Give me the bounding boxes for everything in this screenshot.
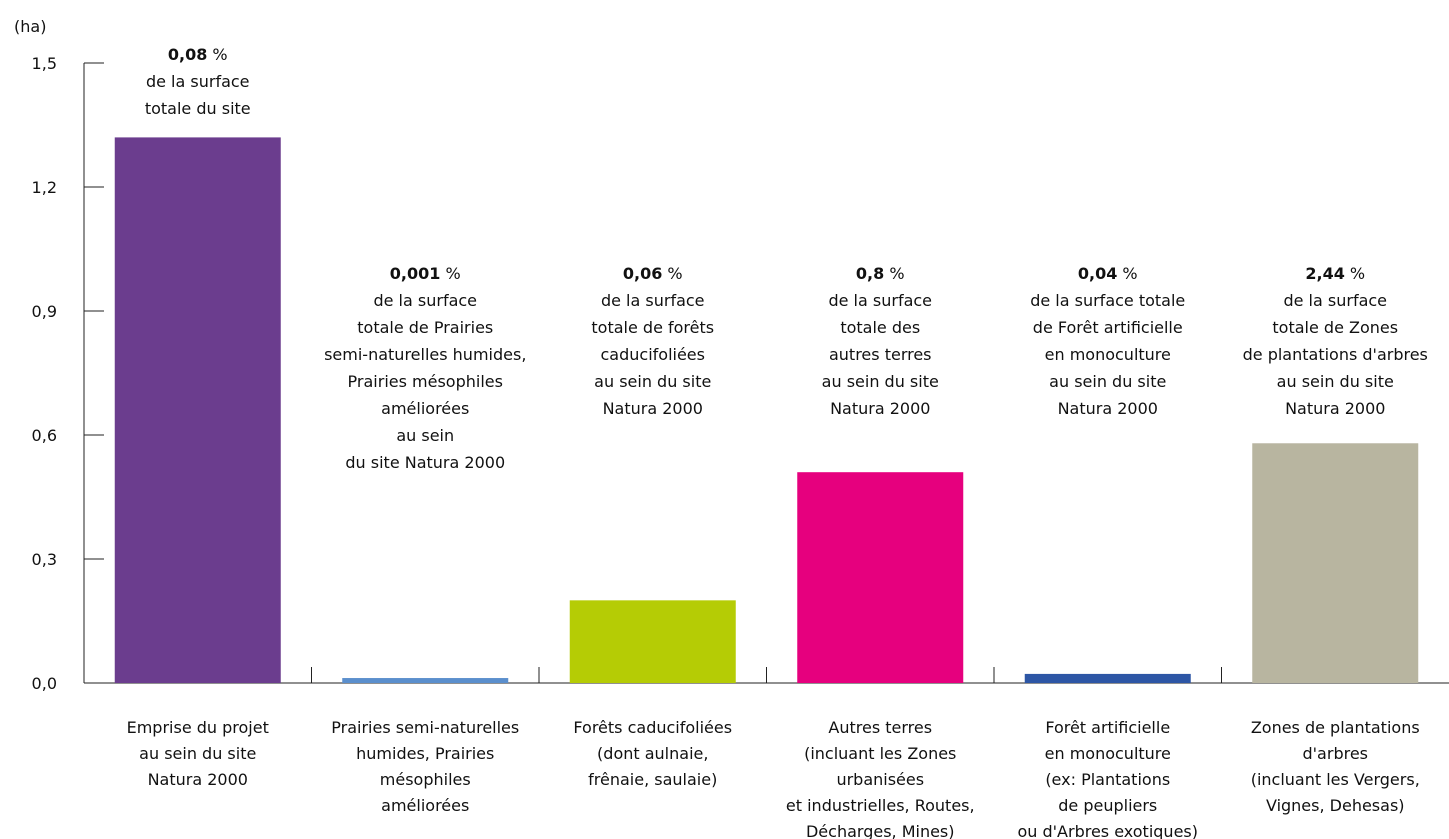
category-label-line: améliorées: [381, 796, 469, 815]
percent-value: 0,8: [856, 264, 884, 283]
category-label-line: ou d'Arbres exotiques): [1017, 822, 1198, 839]
bar: [569, 600, 736, 683]
bar-annotation-line: Natura 2000: [1058, 399, 1158, 418]
bar-annotation-line: en monoculture: [1045, 345, 1171, 364]
percent-unit: %: [440, 264, 460, 283]
percent-value: 0,04: [1078, 264, 1117, 283]
category-labels: Emprise du projet au sein du site Natura 2…: [127, 718, 1420, 839]
bar: [1252, 443, 1419, 683]
bar-annotation-line: de Forêt artificielle: [1033, 318, 1183, 337]
y-tick-label: 0,0: [32, 674, 57, 693]
category-label-line: Natura 2000: [148, 770, 248, 789]
bar-annotation-line: de la surface: [828, 291, 932, 310]
bar-annotation-line: Prairies mésophiles: [348, 372, 503, 391]
bar-annotation-line: améliorées: [381, 399, 469, 418]
category-label-line: (incluant les Zones: [804, 744, 956, 763]
bar-annotation-line: Natura 2000: [603, 399, 703, 418]
bar-annotation-value: 0,06 %: [623, 264, 683, 283]
bar: [114, 137, 281, 683]
category-label-line: (incluant les Vergers,: [1251, 770, 1420, 789]
bar-annotation-line: de la surface totale: [1030, 291, 1185, 310]
category-label-line: Emprise du projet: [127, 718, 269, 737]
percent-unit: %: [207, 45, 227, 64]
y-tick-label: 1,2: [32, 178, 57, 197]
bar-annotation-line: totale des: [840, 318, 920, 337]
bar-annotation-line: de la surface: [1283, 291, 1387, 310]
bar-annotation-line: semi-naturelles humides,: [324, 345, 526, 364]
category-label-line: Forêts caducifoliées: [573, 718, 732, 737]
percent-unit: %: [1345, 264, 1365, 283]
category-label-line: en monoculture: [1045, 744, 1171, 763]
bar-annotation-line: du site Natura 2000: [345, 453, 505, 472]
category-label-line: (dont aulnaie,: [597, 744, 708, 763]
category-label-line: Prairies semi-naturelles: [331, 718, 519, 737]
bar-annotation-line: Natura 2000: [1285, 399, 1385, 418]
bar-annotation-line: au sein du site: [1277, 372, 1394, 391]
bar-annotation-line: au sein du site: [594, 372, 711, 391]
bar-annotation-value: 2,44 %: [1305, 264, 1365, 283]
bar: [1024, 673, 1191, 683]
category-label-line: (ex: Plantations: [1045, 770, 1170, 789]
annotations: 0,08 % de la surface totale du site 0,001 %…: [145, 45, 1428, 472]
bar-annotation-line: de la surface: [601, 291, 705, 310]
category-label-line: d'arbres: [1303, 744, 1369, 763]
bar-annotation-line: autres terres: [829, 345, 932, 364]
percent-unit: %: [884, 264, 904, 283]
bar-annotation-line: de plantations d'arbres: [1243, 345, 1428, 364]
category-label-line: Autres terres: [828, 718, 932, 737]
bar: [342, 678, 509, 683]
bar-annotation-value: 0,08 %: [168, 45, 228, 64]
category-label-line: humides, Prairies: [356, 744, 494, 763]
percent-unit: %: [1117, 264, 1137, 283]
category-label-line: de peupliers: [1058, 796, 1157, 815]
bar-annotation-line: de la surface: [146, 72, 250, 91]
bar: [797, 472, 964, 683]
bar-annotation-line: Natura 2000: [830, 399, 930, 418]
y-tick-label: 0,6: [32, 426, 57, 445]
category-label-line: Décharges, Mines): [806, 822, 955, 839]
bar-annotation-line: au sein du site: [1049, 372, 1166, 391]
category-label-line: Zones de plantations: [1251, 718, 1420, 737]
y-axis-label: (ha): [14, 17, 46, 36]
percent-value: 0,08: [168, 45, 207, 64]
bar-annotation-value: 0,04 %: [1078, 264, 1138, 283]
bar-annotation-line: totale du site: [145, 99, 251, 118]
category-label-line: Forêt artificielle: [1045, 718, 1170, 737]
bar-annotation-line: totale de Prairies: [357, 318, 493, 337]
bars: [114, 137, 1419, 683]
bar-annotation-line: totale de Zones: [1272, 318, 1398, 337]
y-tick-label: 1,5: [32, 54, 57, 73]
category-label-line: urbanisées: [836, 770, 924, 789]
category-label-line: Vignes, Dehesas): [1266, 796, 1405, 815]
bar-annotation-line: de la surface: [373, 291, 477, 310]
bar-annotation-line: au sein du site: [822, 372, 939, 391]
bar-annotation-value: 0,8 %: [856, 264, 905, 283]
category-label-line: au sein du site: [139, 744, 256, 763]
bar-annotation-line: au sein: [396, 426, 454, 445]
percent-unit: %: [662, 264, 682, 283]
category-label-line: et industrielles, Routes,: [786, 796, 975, 815]
percent-value: 0,06: [623, 264, 662, 283]
axes: 0,0 0,3 0,6 0,9 1,2 1,5: [32, 54, 1449, 693]
category-label-line: mésophiles: [380, 770, 471, 789]
category-label-line: frênaie, saulaie): [588, 770, 717, 789]
y-tick-label: 0,3: [32, 550, 57, 569]
bar-annotation-value: 0,001 %: [390, 264, 461, 283]
y-tick-label: 0,9: [32, 302, 57, 321]
bar-annotation-line: caducifoliées: [601, 345, 705, 364]
percent-value: 0,001: [390, 264, 441, 283]
percent-value: 2,44: [1305, 264, 1344, 283]
bar-annotation-line: totale de forêts: [591, 318, 714, 337]
